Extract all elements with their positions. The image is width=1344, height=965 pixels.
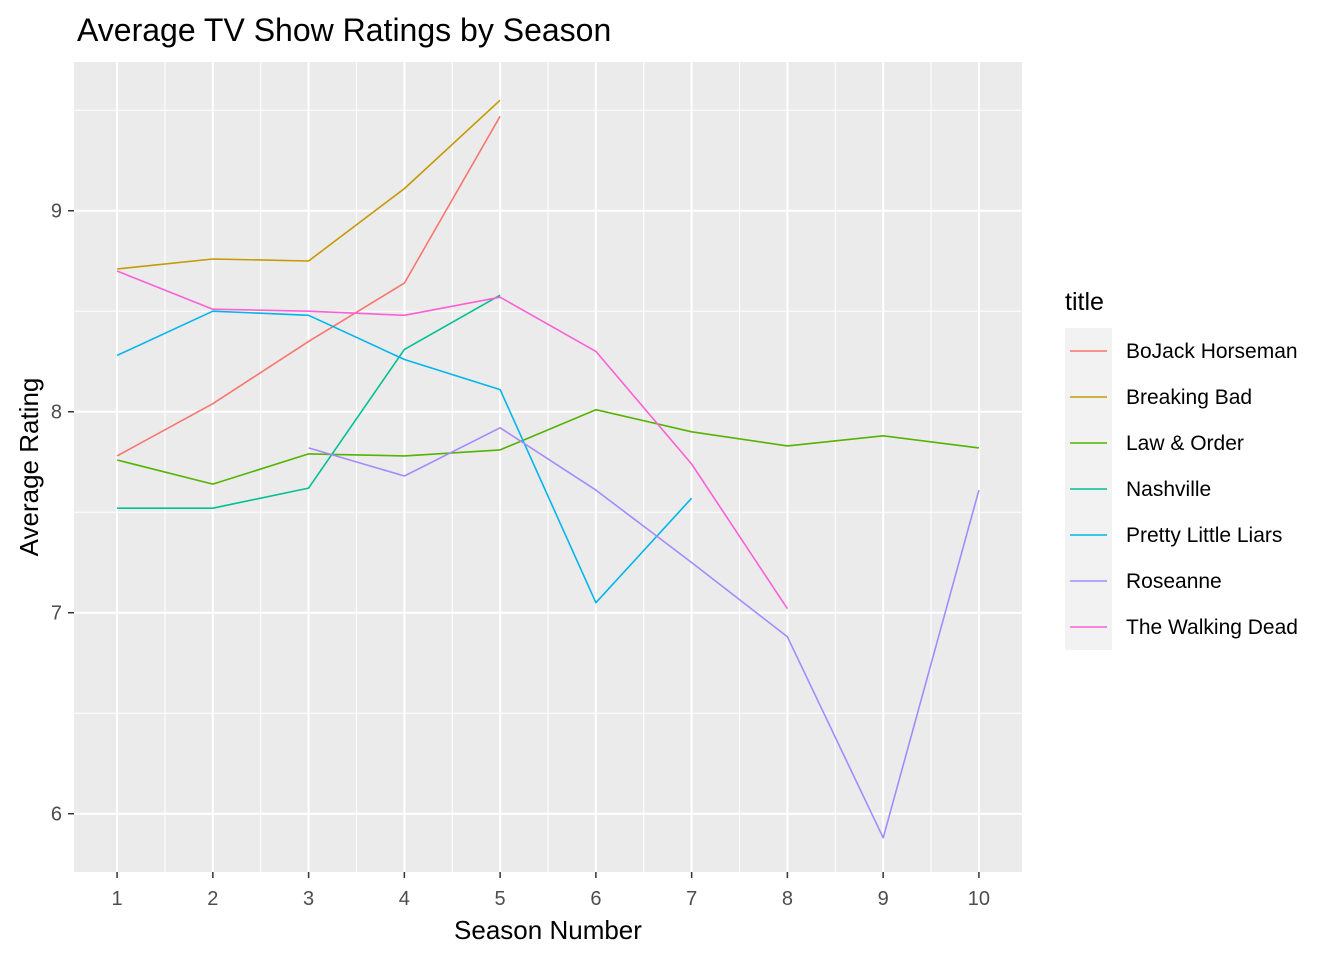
y-tick-label: 6 bbox=[51, 804, 62, 826]
x-tick-label: 4 bbox=[399, 888, 410, 910]
series-line-the-walking-dead bbox=[116, 270, 789, 610]
legend-label-roseanne: Roseanne bbox=[1126, 570, 1222, 593]
x-tick-label: 10 bbox=[968, 888, 990, 910]
x-tick-labels: 1 2 3 4 5 6 7 8 9 10 bbox=[112, 888, 991, 910]
x-tick-label: 2 bbox=[207, 888, 218, 910]
x-tick-label: 9 bbox=[878, 888, 889, 910]
legend-label-pretty-little-liars: Pretty Little Liars bbox=[1126, 524, 1282, 547]
legend-items: BoJack Horseman Breaking Bad Law & Order Na… bbox=[1070, 340, 1298, 639]
x-tick-label: 1 bbox=[112, 888, 123, 910]
legend-label-nashville: Nashville bbox=[1126, 478, 1211, 501]
legend-label-law-order: Law & Order bbox=[1126, 432, 1244, 455]
series-line-bojack-horseman bbox=[116, 115, 501, 457]
y-axis-title: Average Rating bbox=[14, 378, 44, 557]
y-tick-label: 8 bbox=[51, 402, 62, 424]
legend-label-breaking-bad: Breaking Bad bbox=[1126, 386, 1252, 409]
series-line-breaking-bad bbox=[117, 99, 501, 270]
minor-gridlines bbox=[74, 62, 1022, 872]
series-lines bbox=[116, 99, 980, 839]
x-tick-label: 6 bbox=[590, 888, 601, 910]
y-tick-label: 9 bbox=[51, 201, 62, 223]
legend: title BoJack Horseman Breaking Bad Law & O… bbox=[1065, 288, 1298, 650]
legend-title: title bbox=[1065, 288, 1104, 316]
legend-label-bojack-horseman: BoJack Horseman bbox=[1126, 340, 1298, 363]
chart-title: Average TV Show Ratings by Season bbox=[77, 12, 611, 48]
major-gridlines bbox=[74, 62, 1022, 872]
x-axis-title: Season Number bbox=[454, 915, 642, 945]
x-tick-label: 3 bbox=[303, 888, 314, 910]
x-tick-label: 5 bbox=[495, 888, 506, 910]
x-tick-label: 7 bbox=[686, 888, 697, 910]
series-line-pretty-little-liars bbox=[116, 310, 693, 604]
series-line-nashville bbox=[117, 294, 501, 510]
series-line-roseanne bbox=[308, 426, 980, 839]
series-line-law-order bbox=[116, 408, 980, 485]
y-tick-label: 7 bbox=[51, 603, 62, 625]
x-tick-label: 8 bbox=[782, 888, 793, 910]
y-tick-labels: 6 7 8 9 bbox=[51, 201, 62, 826]
legend-label-the-walking-dead: The Walking Dead bbox=[1126, 616, 1298, 639]
axis-ticks bbox=[68, 209, 980, 878]
